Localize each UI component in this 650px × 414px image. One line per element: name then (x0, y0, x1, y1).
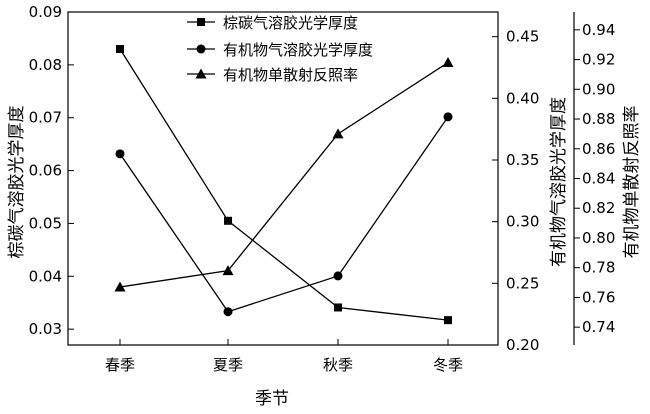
left-tick-label: 0.08 (29, 56, 62, 74)
left-axis-title: 棕碳气溶胶光学厚度 (7, 106, 27, 259)
right-tick-label-aod: 0.35 (506, 151, 539, 169)
left-tick-label: 0.03 (29, 320, 62, 338)
x-tick-label: 夏季 (213, 356, 243, 374)
data-point-square (116, 45, 124, 53)
left-tick-label: 0.09 (29, 3, 62, 21)
legend-label: 棕碳气溶胶光学厚度 (223, 14, 358, 32)
right-axis-title-aod: 有机物气溶胶光学厚度 (549, 97, 569, 267)
x-tick-label: 冬季 (433, 356, 463, 374)
data-point-circle (443, 112, 453, 122)
right-tick-label-ssa: 0.80 (582, 229, 615, 247)
left-tick-label: 0.04 (29, 267, 62, 285)
right-tick-label-ssa: 0.82 (582, 199, 615, 217)
left-tick-label: 0.06 (29, 162, 62, 180)
legend-marker-square (197, 18, 205, 26)
legend-marker-triangle (195, 68, 207, 79)
right-tick-label-ssa: 0.76 (582, 288, 615, 306)
right-tick-label-aod: 0.40 (506, 89, 539, 107)
legend-marker-circle (196, 44, 206, 54)
right-tick-label-ssa: 0.78 (582, 259, 615, 277)
plot-frame (67, 11, 499, 346)
data-point-triangle (114, 281, 126, 292)
data-point-circle (333, 271, 343, 281)
legend-label: 有机物气溶胶光学厚度 (223, 41, 373, 59)
data-point-triangle (442, 57, 454, 68)
data-point-triangle (332, 128, 344, 139)
right-tick-label-aod: 0.20 (506, 336, 539, 354)
x-axis-title: 季节 (255, 389, 289, 409)
data-point-square (334, 303, 342, 312)
right-tick-label-ssa: 0.90 (582, 80, 615, 98)
data-point-square (224, 216, 232, 225)
series-line-3 (119, 61, 449, 288)
data-point-triangle (222, 265, 234, 276)
series-line-1 (119, 48, 449, 321)
right-tick-label-ssa: 0.74 (582, 318, 615, 336)
right-tick-label-aod: 0.30 (506, 213, 539, 231)
right-tick-label-ssa: 0.88 (582, 110, 615, 128)
data-point-square (444, 316, 452, 325)
left-tick-label: 0.07 (29, 109, 62, 127)
legend-label: 有机物单散射反照率 (223, 66, 358, 84)
right-tick-label-aod: 0.25 (506, 274, 539, 292)
x-tick-label: 秋季 (323, 356, 353, 374)
right-tick-label-ssa: 0.86 (582, 140, 615, 158)
right-axis-title-ssa: 有机物单散射反照率 (622, 106, 642, 259)
right-tick-label-ssa: 0.92 (582, 51, 615, 69)
right-tick-label-ssa: 0.94 (582, 21, 615, 39)
left-tick-label: 0.05 (29, 214, 62, 232)
right-tick-label-ssa: 0.84 (582, 170, 615, 188)
right-tick-label-aod: 0.45 (506, 28, 539, 46)
data-point-circle (223, 307, 233, 317)
series-line-2 (119, 116, 449, 313)
data-point-circle (115, 149, 125, 159)
x-tick-label: 春季 (105, 356, 135, 374)
